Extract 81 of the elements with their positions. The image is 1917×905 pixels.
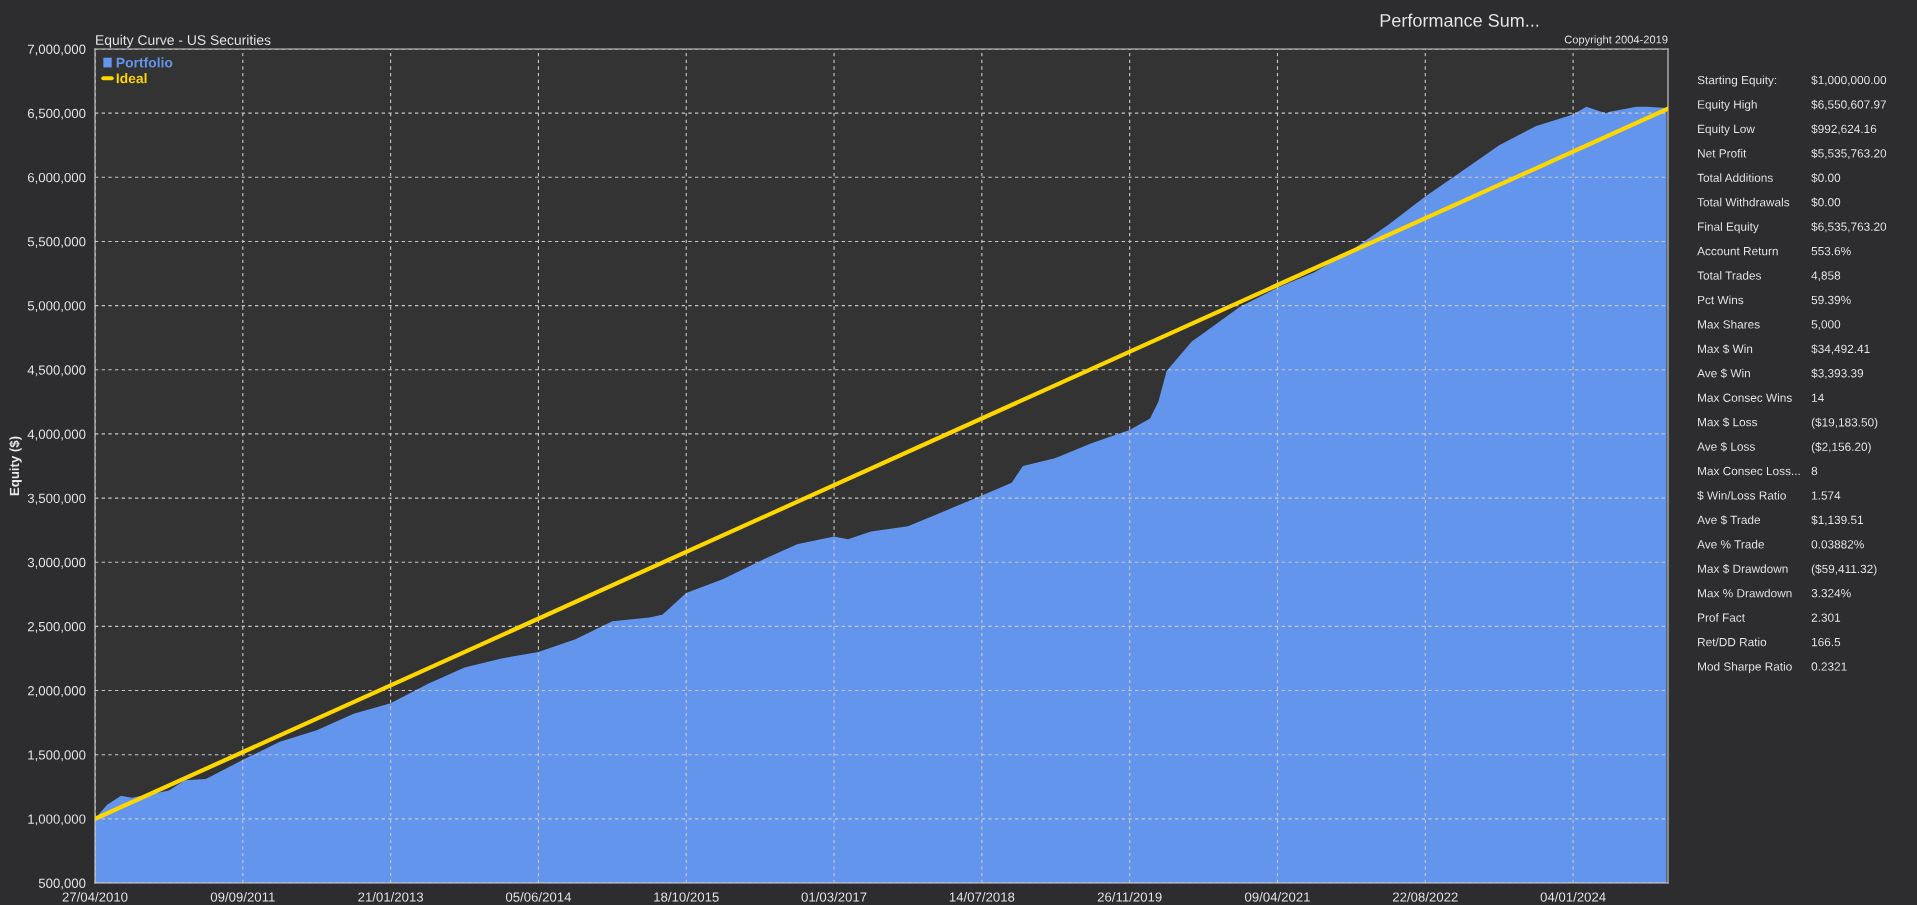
y-tick-label: 2,500,000: [27, 621, 86, 633]
text: ($19,183.50): [1811, 417, 1878, 429]
text: Ret/DD Ratio: [1698, 637, 1767, 647]
legend-label: Portfolio: [116, 57, 173, 68]
text: 5,000: [1811, 320, 1841, 330]
text: Max $ Drawdown: [1698, 564, 1788, 574]
text: Copyright 2004-2019: [1564, 35, 1668, 46]
x-tick-label: 21/01/2013: [358, 892, 424, 902]
text: 0.03882%: [1811, 540, 1864, 549]
legend-label: Ideal: [116, 73, 147, 84]
text: Max % Drawdown: [1698, 588, 1792, 598]
x-tick-label: 05/06/2014: [505, 892, 572, 902]
text: 8: [1811, 466, 1818, 476]
text: $3,393.39: [1811, 368, 1864, 379]
text: $0.00: [1811, 197, 1841, 208]
x-tick-label: 04/01/2024: [1540, 892, 1606, 902]
text: Final Equity: [1698, 222, 1759, 234]
y-axis-title: Equity ($): [9, 436, 22, 496]
y-tick-label: 6,000,000: [27, 172, 86, 184]
text: $6,535,763.20: [1811, 221, 1887, 233]
y-tick-label: 3,000,000: [27, 557, 86, 569]
text: ($2,156.20): [1811, 442, 1871, 454]
text: 14: [1812, 393, 1824, 402]
text: $5,535,763.20: [1811, 148, 1887, 159]
text: Ave $ Win: [1697, 368, 1750, 379]
text: 553.6%: [1811, 246, 1851, 256]
text: ($59,411.32): [1811, 564, 1877, 576]
x-tick-label: 18/10/2015: [654, 892, 719, 902]
text: 59.39%: [1811, 295, 1851, 305]
x-tick-label: 09/09/2011: [210, 892, 275, 902]
text: Account Return: [1697, 247, 1778, 256]
text: Ave % Trade: [1697, 539, 1764, 549]
text: 166.5: [1812, 637, 1841, 647]
x-tick-label: 14/07/2018: [949, 892, 1015, 902]
text: 4,858: [1811, 271, 1841, 282]
text: $1,000,000.00: [1811, 75, 1887, 86]
text: Max Consec Wins: [1698, 393, 1792, 402]
text: Max $ Win: [1698, 344, 1753, 354]
y-tick-label: 7,000,000: [27, 44, 86, 56]
y-tick-label: 4,000,000: [27, 429, 86, 441]
x-tick-label: 09/04/2021: [1244, 892, 1310, 902]
text: Total Withdrawals: [1697, 197, 1790, 207]
text: 0.2321: [1811, 662, 1847, 671]
y-tick-label: 1,500,000: [28, 750, 86, 762]
text: Max Consec Loss...: [1698, 466, 1800, 476]
x-tick-label: 22/08/2022: [1392, 892, 1458, 902]
y-tick-label: 2,000,000: [27, 686, 86, 698]
text: Starting Equity:: [1697, 75, 1777, 87]
y-tick-label: 5,000,000: [27, 301, 86, 313]
text: $6,550,607.97: [1811, 99, 1887, 111]
x-tick-label: 26/11/2019: [1097, 892, 1162, 902]
text: Total Trades: [1697, 271, 1761, 280]
text: 3.324%: [1811, 589, 1851, 598]
text: Performance Sum...: [1380, 13, 1539, 27]
text: Mod Sharpe Ratio: [1698, 662, 1792, 674]
y-tick-label: 5,500,000: [27, 237, 86, 248]
text: Net Profit: [1698, 148, 1747, 158]
text: $ Win/Loss Ratio: [1697, 490, 1786, 501]
text: Ave $ Trade: [1697, 515, 1761, 525]
text: Prof Fact: [1698, 613, 1745, 622]
text: Equity Low: [1698, 124, 1755, 136]
text: Max $ Loss: [1698, 417, 1758, 428]
y-tick-label: 4,500,000: [27, 365, 86, 377]
text: 1.574: [1812, 491, 1841, 500]
text: Equity High: [1698, 100, 1757, 112]
text: $34,492.41: [1811, 344, 1870, 355]
text: 2.301: [1811, 613, 1841, 622]
y-tick-label: 500,000: [38, 878, 86, 890]
y-tick-label: 6,500,000: [27, 108, 86, 120]
text: $992,624.16: [1811, 124, 1877, 135]
chart-title: Equity Curve - US Securities: [96, 34, 271, 48]
text: Max Shares: [1698, 319, 1760, 329]
text: Ave $ Loss: [1697, 441, 1755, 452]
y-tick-label: 1,000,000: [28, 814, 86, 826]
y-tick-label: 3,500,000: [27, 493, 86, 505]
x-tick-label: 27/04/2010: [62, 892, 128, 902]
x-tick-label: 01/03/2017: [801, 892, 867, 902]
text: Total Additions: [1697, 173, 1773, 182]
text: $1,139.51: [1811, 515, 1864, 526]
text: $0.00: [1811, 173, 1841, 183]
text: Pct Wins: [1698, 295, 1744, 305]
